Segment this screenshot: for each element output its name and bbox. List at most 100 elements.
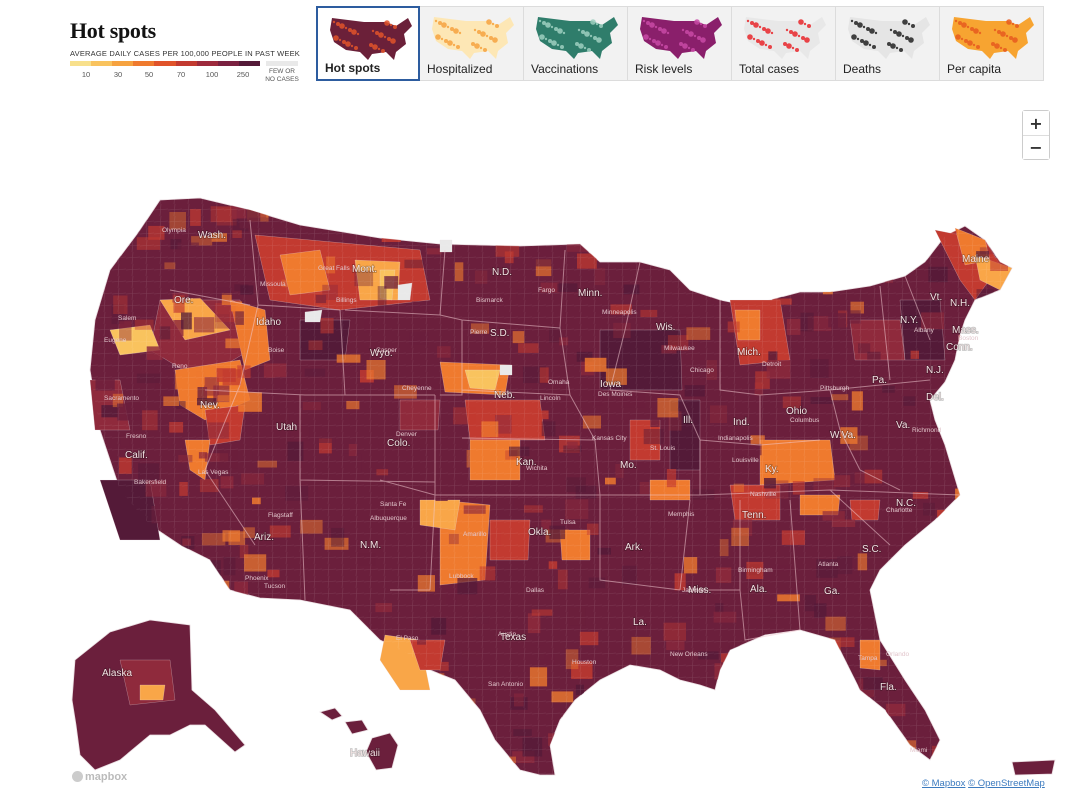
county[interactable]: [659, 686, 681, 697]
county[interactable]: [641, 200, 653, 218]
county[interactable]: [958, 373, 981, 389]
county[interactable]: [991, 571, 1010, 588]
county[interactable]: [444, 734, 455, 748]
county[interactable]: [612, 754, 634, 765]
county[interactable]: [127, 564, 138, 574]
county[interactable]: [781, 727, 797, 746]
tab-vaccinations[interactable]: Vaccinations: [524, 6, 628, 81]
county[interactable]: [967, 578, 983, 595]
county[interactable]: [613, 720, 623, 732]
county[interactable]: [842, 718, 857, 734]
county[interactable]: [188, 725, 211, 743]
county[interactable]: [101, 541, 119, 551]
county[interactable]: [790, 203, 812, 222]
county[interactable]: [825, 232, 844, 241]
county[interactable]: [628, 220, 645, 238]
county[interactable]: [357, 687, 380, 703]
county[interactable]: [410, 757, 432, 772]
county[interactable]: [472, 748, 493, 761]
county[interactable]: [133, 589, 158, 600]
county[interactable]: [968, 493, 977, 505]
county[interactable]: [662, 249, 678, 257]
county[interactable]: [868, 217, 877, 237]
mapbox-attribution-link[interactable]: © Mapbox: [922, 778, 966, 789]
county[interactable]: [801, 724, 811, 742]
county[interactable]: [859, 743, 875, 757]
county[interactable]: [970, 547, 984, 558]
county[interactable]: [266, 703, 284, 715]
county[interactable]: [341, 637, 363, 657]
county[interactable]: [216, 665, 236, 672]
county[interactable]: [711, 729, 722, 747]
county[interactable]: [728, 212, 751, 219]
county[interactable]: [977, 687, 986, 705]
county[interactable]: [840, 762, 862, 774]
county[interactable]: [413, 701, 434, 712]
zoom-out-button[interactable]: −: [1023, 135, 1049, 159]
county[interactable]: [533, 205, 545, 223]
county[interactable]: [876, 594, 887, 607]
county[interactable]: [954, 426, 967, 439]
county[interactable]: [247, 635, 269, 645]
county[interactable]: [130, 211, 141, 224]
county[interactable]: [204, 614, 228, 633]
county[interactable]: [395, 215, 405, 233]
county[interactable]: [999, 217, 1021, 231]
county[interactable]: [246, 608, 257, 625]
county[interactable]: [205, 641, 223, 652]
county[interactable]: [778, 646, 795, 659]
county[interactable]: [940, 418, 964, 425]
county[interactable]: [790, 214, 805, 229]
county[interactable]: [746, 698, 764, 713]
county[interactable]: [994, 603, 1014, 615]
county[interactable]: [645, 706, 658, 718]
county[interactable]: [891, 628, 902, 640]
county[interactable]: [994, 205, 1007, 222]
county[interactable]: [807, 700, 818, 708]
county[interactable]: [981, 585, 1002, 595]
tab-risk-levels[interactable]: Risk levels: [628, 6, 732, 81]
county[interactable]: [685, 251, 701, 260]
county[interactable]: [818, 228, 827, 241]
county[interactable]: [721, 729, 736, 743]
county[interactable]: [786, 267, 807, 278]
county[interactable]: [985, 494, 996, 505]
county[interactable]: [949, 661, 970, 672]
county[interactable]: [985, 409, 1006, 428]
county[interactable]: [575, 769, 591, 786]
county[interactable]: [250, 705, 262, 725]
county[interactable]: [399, 719, 414, 736]
county[interactable]: [278, 656, 296, 675]
county[interactable]: [234, 693, 250, 705]
county[interactable]: [226, 638, 238, 649]
county[interactable]: [252, 609, 262, 629]
county[interactable]: [811, 721, 829, 742]
county-region[interactable]: [139, 684, 166, 701]
county[interactable]: [658, 226, 670, 241]
county[interactable]: [182, 748, 204, 763]
county[interactable]: [268, 621, 290, 635]
county[interactable]: [759, 678, 772, 692]
county[interactable]: [120, 547, 131, 557]
tab-hospitalized[interactable]: Hospitalized: [420, 6, 524, 81]
county[interactable]: [422, 745, 437, 762]
county[interactable]: [250, 716, 271, 732]
county[interactable]: [225, 611, 243, 629]
county[interactable]: [249, 653, 267, 668]
county[interactable]: [784, 238, 799, 248]
county[interactable]: [895, 575, 916, 590]
county[interactable]: [903, 619, 918, 640]
county[interactable]: [553, 745, 564, 756]
county[interactable]: [959, 201, 973, 212]
county[interactable]: [946, 752, 961, 762]
county[interactable]: [993, 625, 1017, 642]
county[interactable]: [822, 721, 842, 738]
county[interactable]: [696, 747, 718, 757]
county[interactable]: [584, 728, 603, 746]
county[interactable]: [937, 572, 958, 593]
county[interactable]: [739, 645, 749, 652]
county[interactable]: [956, 714, 970, 732]
county[interactable]: [873, 712, 889, 730]
tab-total-cases[interactable]: Total cases: [732, 6, 836, 81]
